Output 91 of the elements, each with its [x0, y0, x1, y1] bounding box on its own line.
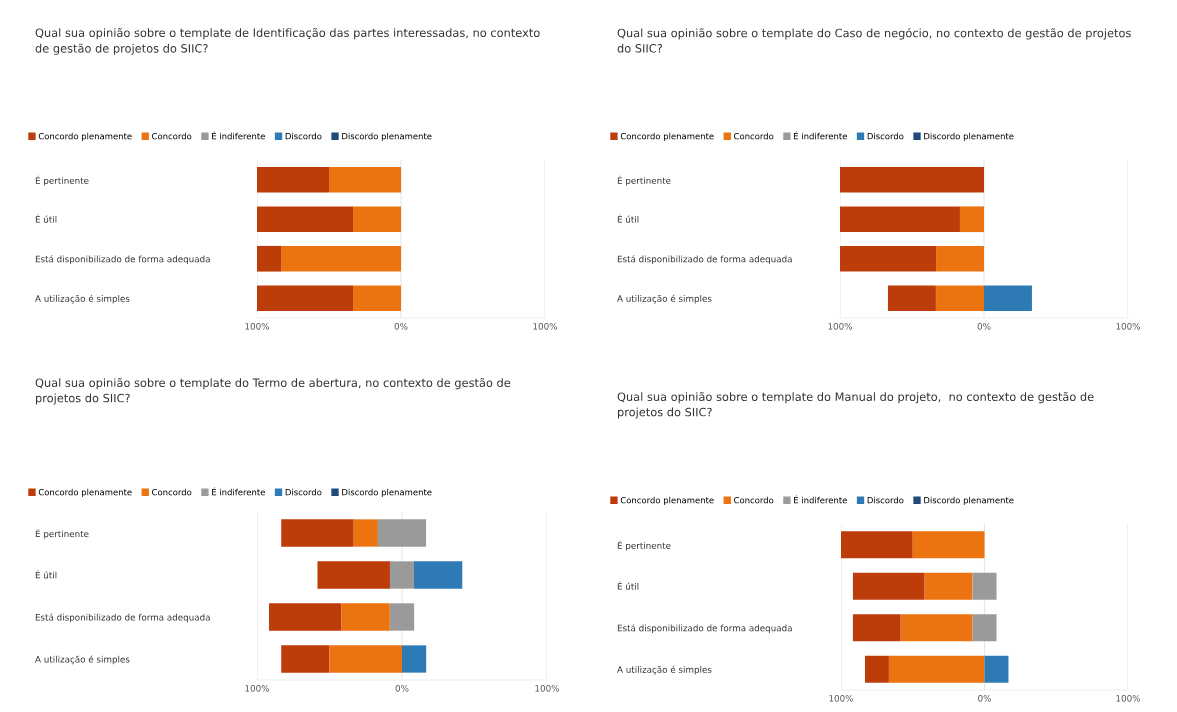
bar — [900, 614, 973, 642]
legend-label: Discordo — [285, 132, 322, 140]
x-tick-label: 100% — [533, 323, 558, 330]
y-tick-label: Está disponibilizado de forma adequada — [35, 255, 210, 265]
bar — [972, 572, 997, 600]
y-tick-label: É pertinente — [35, 175, 89, 186]
y-tick-label: Está disponibilizado de forma adequada — [35, 613, 210, 623]
legend-label: Discordo plenamente — [924, 132, 1014, 141]
legend-label: Discordo plenamente — [342, 488, 432, 497]
chart-title: Qual sua opinião sobre o template de Identificação das partes interessadas, no contexto de gestão de projetos do SIIC? — [35, 28, 540, 55]
legend-label: É indiferente — [212, 487, 265, 496]
legend-label: Concordo — [152, 132, 192, 140]
y-tick-label: É útil — [35, 570, 57, 579]
legend-label: É indiferente — [212, 131, 265, 140]
bar — [281, 519, 354, 547]
bar — [936, 285, 984, 312]
x-tick-label: 100% — [829, 695, 854, 702]
bar — [257, 245, 282, 272]
y-tick-label: Está disponibilizado de forma adequada — [617, 255, 792, 265]
y-tick-label: A utilização é simples — [35, 655, 130, 665]
bar — [269, 603, 342, 631]
bar — [281, 245, 401, 272]
y-tick-label: É pertinente — [35, 528, 89, 539]
x-tick-label: 0% — [978, 695, 991, 702]
bar — [341, 603, 390, 631]
legend-label: Concordo — [734, 496, 774, 504]
x-tick-label: 100% — [245, 323, 270, 330]
bar — [389, 561, 415, 589]
x-tick-label: 100% — [245, 685, 270, 692]
bar — [972, 614, 997, 642]
bar — [984, 655, 1009, 683]
bar — [257, 206, 354, 233]
legend-label: Discordo — [867, 132, 904, 140]
legend-label: Concordo plenamente — [38, 488, 132, 497]
legend-label: É indiferente — [794, 495, 847, 504]
y-tick-label: É útil — [617, 581, 639, 590]
bar — [353, 285, 401, 312]
y-tick-label: É pertinente — [617, 175, 671, 186]
bar — [852, 614, 901, 642]
x-tick-label: 100% — [535, 685, 560, 692]
x-tick-label: 100% — [828, 323, 853, 330]
bar — [888, 655, 985, 683]
chart-title: Qual sua opinião sobre o template do Manual do projeto, no contexto de gestão de projetos do SIIC? — [617, 392, 1094, 419]
bar — [840, 166, 984, 193]
legend-label: Concordo — [734, 132, 774, 140]
bar — [936, 245, 984, 272]
y-tick-label: É pertinente — [617, 540, 671, 551]
legend-label: É indiferente — [794, 131, 847, 140]
bar — [389, 603, 415, 631]
y-tick-label: É útil — [617, 214, 639, 223]
bar — [353, 206, 401, 233]
chart-title: Qual sua opinião sobre o template do Termo de abertura, no contexto de gestão de projetos do SIIC? — [35, 378, 511, 405]
x-tick-label: 100% — [1116, 323, 1141, 330]
y-tick-label: A utilização é simples — [35, 294, 130, 304]
legend-label: Discordo — [285, 488, 322, 496]
bar — [257, 285, 354, 312]
y-tick-label: Está disponibilizado de forma adequada — [617, 624, 792, 634]
bar — [912, 531, 985, 559]
legend-label: Discordo plenamente — [342, 132, 432, 141]
bar — [402, 645, 427, 673]
chart-title: Qual sua opinião sobre o template do Caso de negócio, no contexto de gestão de projetos do SIIC? — [617, 28, 1131, 53]
bar — [257, 166, 329, 193]
legend-label: Discordo plenamente — [924, 496, 1014, 505]
legend-label: Concordo plenamente — [620, 132, 714, 141]
bar — [864, 655, 889, 683]
x-tick-label: 0% — [395, 685, 409, 692]
bar — [841, 531, 913, 559]
x-tick-label: 0% — [977, 323, 991, 330]
y-tick-label: A utilização é simples — [617, 665, 712, 675]
bar — [984, 285, 1032, 312]
legend-label: Discordo — [867, 496, 904, 504]
bar — [924, 572, 973, 600]
bar — [329, 166, 401, 193]
bar — [317, 561, 390, 589]
x-tick-label: 0% — [394, 323, 408, 330]
bar — [353, 519, 378, 547]
bar — [414, 561, 463, 589]
legend-label: Concordo plenamente — [620, 496, 714, 505]
bar — [840, 206, 960, 233]
bar — [887, 285, 936, 312]
x-tick-label: 100% — [1116, 695, 1141, 702]
legend-label: Concordo — [152, 488, 192, 496]
y-tick-label: É útil — [35, 214, 57, 223]
bar — [329, 645, 402, 673]
bar — [840, 245, 937, 272]
bar — [281, 645, 330, 673]
legend-label: Concordo plenamente — [38, 132, 132, 141]
bar — [377, 519, 427, 547]
bar — [852, 572, 925, 600]
bar — [959, 206, 984, 233]
y-tick-label: A utilização é simples — [617, 294, 712, 304]
